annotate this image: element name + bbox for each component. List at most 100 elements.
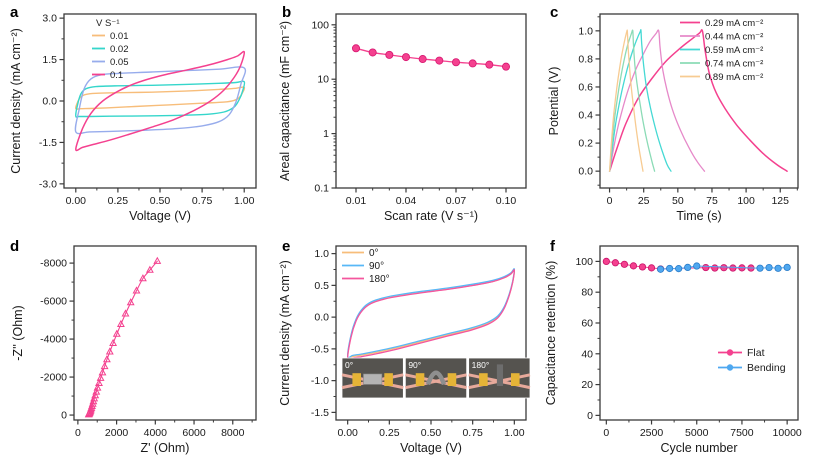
x-tick-label: 0.04 [396,195,417,207]
legend-item-label: 0.05 [110,57,129,68]
x-tick-label: 0.25 [379,427,400,439]
data-point [109,338,118,346]
x-tick-label: 0.75 [192,195,213,207]
y-tick-label: 0.8 [578,53,593,65]
data-point [656,265,665,273]
axes-frame [73,245,257,421]
legend: V S⁻¹ 0.01 0.02 0.05 0.1 [92,18,129,81]
series-0-02-v-s [75,80,246,118]
inset-photo-label: 0° [345,360,353,370]
x-ticks: 0 2500 5000 7500 10000 [603,420,802,439]
y-tick-label: 3.0 [42,13,57,25]
y-tick-label: 80 [581,287,593,299]
x-axis-label: Scan rate (V s⁻¹) [384,209,478,223]
data-point [102,355,111,363]
data-point [92,387,101,395]
x-tick-label: 4000 [144,427,168,439]
series-eis [84,256,162,418]
gold-electrode [479,373,488,386]
data-point [485,60,494,69]
y-tick-label: 1.0 [578,25,593,37]
inset-photo-1: 90° [404,357,468,399]
legend-item-label: 0.89 mA cm⁻² [705,72,763,83]
series-0-01-v-s [74,86,246,110]
data-point [95,378,103,386]
data-point [418,55,427,64]
data-point [138,274,147,282]
legend: Flat Bending [718,347,786,374]
legend-item-label: 180° [369,274,390,285]
x-tick-label: 5000 [685,427,709,439]
data-point [638,263,647,271]
y-ticks: 0 20 40 60 80 100 [575,256,600,422]
series-0-29-ma-cm2 [608,28,788,172]
data-point [93,383,102,391]
data-point [105,347,114,355]
panel-b-chart: 0.01 0.04 0.07 0.10 0.1 1 10 100 Scan rate (V s⁻… [278,13,527,223]
legend-item-label: Bending [747,362,786,374]
x-tick-label: 0.10 [496,195,517,207]
x-tick-label: 10000 [773,427,802,439]
gold-electrode [447,373,457,386]
data-point [729,264,737,272]
panel-a: a 0.00 0.25 0.50 0.75 1.00 -3.0 -1.5 0.0 1.5 3.0 V… [0,0,272,234]
y-axis-label: Current density (mA cm⁻²) [278,260,292,406]
y-tick-label: -8000 [40,258,67,270]
x-axis-label: Voltage (V) [129,209,191,223]
panel-d: d 0 2000 4000 6000 8000 0 -2000 -4000 -6000 -8000… [0,234,272,469]
x-tick-label: 0.01 [346,195,367,207]
y-tick-label: 60 [581,317,593,329]
device-bent-90 [425,370,447,386]
y-tick-label: 20 [581,379,593,391]
x-tick-label: 0.25 [108,195,129,207]
panel-d-chart: 0 2000 4000 6000 8000 0 -2000 -4000 -6000 -8000 Z'… [11,245,257,455]
legend-item-label: 0° [369,248,379,259]
x-tick-label: 2500 [640,427,664,439]
data-point [145,265,154,273]
x-tick-label: 125 [771,195,789,207]
data-point [783,263,791,272]
x-tick-label: 7500 [730,427,754,439]
y-ticks: 0.0 0.2 0.4 0.6 0.8 1.0 [578,16,600,186]
data-point [401,53,410,62]
series-areal-capacitance [352,44,510,71]
data-point [435,56,444,65]
y-axis-label: -Z'' (Ohm) [11,305,25,360]
gold-electrode [510,373,520,386]
legend: 0.29 mA cm⁻² 0.44 mA cm⁻² 0.59 mA cm⁻² 0.74… [680,18,763,83]
y-tick-label: 1.5 [42,54,57,66]
y-tick-label: 10 [317,74,329,86]
device-bent-180 [496,364,504,386]
x-tick-label: 0 [75,427,81,439]
panel-letter-d: d [10,238,20,255]
data-point [112,329,121,337]
y-axis-label: Current density (mA cm⁻²) [9,28,23,174]
data-point [693,262,701,270]
y-tick-label: -1.5 [311,407,329,419]
axes-frame [335,13,527,189]
data-point [385,50,394,59]
y-tick-label: 0.5 [314,280,329,292]
panel-f: f 0 2500 5000 7500 10000 0 20 40 60 80 100 Cycle nu… [540,234,814,469]
data-point [126,298,135,306]
series-0-44-ma-cm2 [608,29,706,172]
axes-frame [599,245,799,421]
series-90-deg [347,268,515,359]
x-tick-label: 1.00 [504,427,525,439]
data-point [501,62,510,71]
y-axis-label: Areal capacitance (mF cm⁻²) [278,21,292,181]
data-point [468,59,477,68]
data-point [91,391,100,399]
y-axis-label: Potential (V) [547,67,561,136]
x-ticks: 0.00 0.25 0.50 0.75 1.00 [66,188,255,207]
y-tick-label: -3.0 [39,178,57,190]
x-tick-label: 0.50 [150,195,171,207]
data-point [368,48,377,57]
x-tick-label: 0 [603,427,609,439]
legend: 0° 90° 180° [342,248,390,285]
data-point [756,264,764,272]
inset-photo-2: 180° [468,357,531,399]
series-0-05-v-s [74,66,247,135]
legend-item-label: 0.74 mA cm⁻² [705,59,763,70]
